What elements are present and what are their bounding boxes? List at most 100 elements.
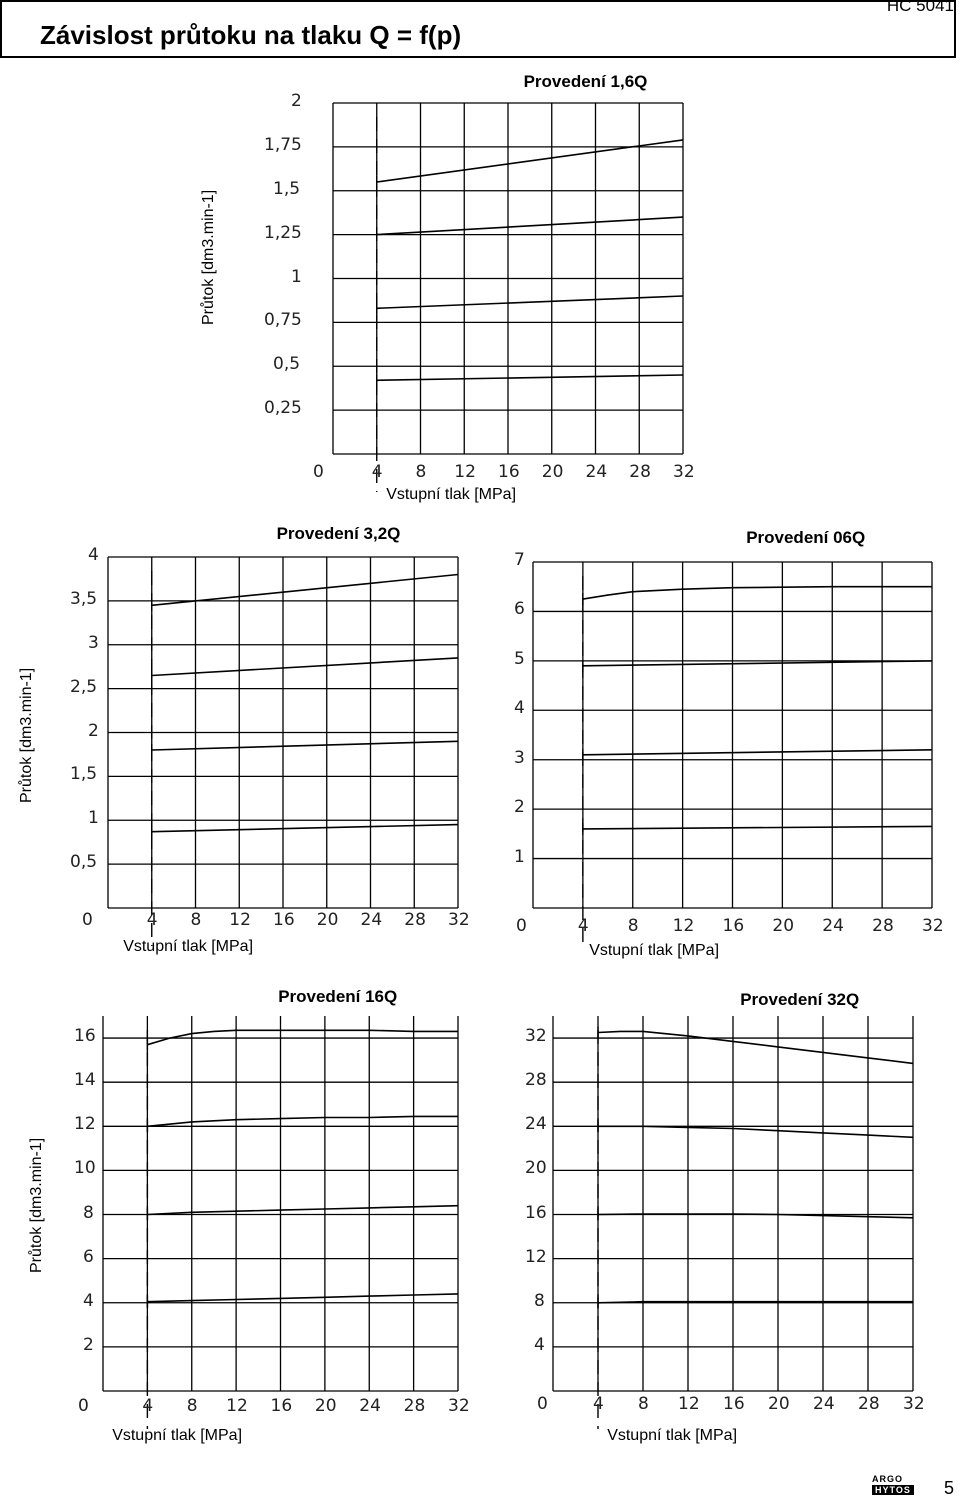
- chart-3-series-1: [582, 585, 932, 600]
- x-tick-label: 20: [768, 1394, 790, 1414]
- x-tick-label: 28: [872, 916, 894, 936]
- x-tick-label: 12: [678, 1394, 700, 1414]
- chart-2-grid: [107, 556, 459, 909]
- y-tick-label: 0,5: [273, 354, 301, 375]
- x-tick-label: 16: [273, 910, 295, 930]
- x-tick-label: 0: [82, 910, 93, 930]
- chart-4-series-3: [147, 1204, 459, 1216]
- y-tick-label: 12: [74, 1114, 96, 1135]
- x-tick-label: 24: [822, 916, 844, 936]
- y-tick-label: 1,5: [70, 764, 98, 785]
- y-tick-label: 6: [83, 1246, 94, 1267]
- y-tick-label: 16: [74, 1026, 96, 1047]
- x-tick-label: 8: [627, 916, 639, 936]
- y-tick-label: 2: [291, 91, 302, 111]
- chart-1-series-1: [376, 139, 684, 183]
- chart-1-y-axis-label: Průtok [dm3.min-1]: [200, 189, 217, 325]
- y-tick-label: 6: [514, 599, 525, 620]
- x-tick-label: 4: [142, 1396, 154, 1416]
- y-tick-label: 1,75: [264, 134, 302, 155]
- x-tick-label: 8: [415, 462, 427, 482]
- chart-2-series-1: [151, 573, 459, 607]
- x-tick-label: 28: [858, 1394, 880, 1414]
- x-tick-label: 28: [404, 910, 426, 930]
- y-tick-label: 24: [525, 1114, 547, 1135]
- chart-5-title: Provedení 32Q: [740, 990, 860, 1009]
- x-tick-label: 28: [629, 462, 651, 482]
- logo-text-bottom: HYTOS: [872, 1485, 914, 1495]
- x-tick-label: 0: [313, 462, 324, 482]
- x-tick-label: 20: [314, 1396, 337, 1416]
- title-box: Závislost průtoku na tlaku Q = f(p): [0, 0, 956, 58]
- chart-4-y-axis-label: Průtok [dm3.min-1]: [28, 1137, 45, 1273]
- x-tick-label: 32: [448, 910, 470, 930]
- x-tick-label: 0: [516, 916, 527, 936]
- y-tick-label: 16: [525, 1202, 547, 1223]
- chart-5-series-4: [597, 1300, 913, 1304]
- x-tick-label: 8: [190, 910, 202, 930]
- chart-1-series-4: [376, 374, 684, 382]
- chart-3-grid: [532, 561, 933, 909]
- y-tick-label: 2: [514, 797, 525, 818]
- y-tick-label: 2: [88, 720, 99, 741]
- x-tick-label: 24: [585, 462, 608, 482]
- x-tick-label: 8: [186, 1396, 198, 1416]
- x-tick-label: 20: [541, 462, 564, 482]
- x-tick-label: 12: [229, 910, 251, 930]
- chart-2-title: Provedení 3,2Q: [276, 524, 401, 543]
- chart-2-series-4: [151, 823, 459, 833]
- chart-1-x-axis-label: Vstupní tlak [MPa]: [386, 486, 517, 503]
- y-tick-label: 7: [514, 550, 525, 570]
- chart-1-series-3: [376, 295, 684, 310]
- x-tick-label: 16: [723, 1394, 745, 1414]
- chart-4-grid: [102, 1016, 459, 1392]
- x-tick-label: 32: [673, 462, 695, 482]
- chart-4-series-1: [147, 1029, 458, 1046]
- y-tick-label: 8: [534, 1290, 545, 1311]
- x-tick-label: 28: [403, 1396, 426, 1416]
- y-tick-label: 32: [525, 1026, 547, 1047]
- chart-3-title: Provedení 06Q: [746, 528, 866, 547]
- y-tick-label: 0,75: [264, 310, 302, 331]
- y-tick-label: 1,5: [273, 178, 301, 199]
- chart-5-x-axis-label: Vstupní tlak [MPa]: [607, 1427, 738, 1444]
- x-tick-label: 16: [270, 1396, 293, 1416]
- chart-3-series-2: [582, 660, 933, 667]
- chart-5-series-1: [597, 1030, 914, 1065]
- page-title: Závislost průtoku na tlaku Q = f(p): [40, 20, 462, 50]
- y-tick-label: 5: [514, 648, 525, 669]
- logo-text-top: ARGO: [872, 1474, 903, 1484]
- y-tick-label: 3: [514, 747, 525, 768]
- chart-5-grid: [552, 1016, 914, 1392]
- y-tick-label: 1: [88, 808, 99, 829]
- chart-1-grid: [332, 102, 684, 455]
- chart-4-x-axis-label: Vstupní tlak [MPa]: [112, 1427, 243, 1444]
- x-tick-label: 16: [722, 916, 745, 936]
- y-tick-label: 1: [291, 266, 302, 287]
- chart-4-series-2: [147, 1115, 458, 1128]
- chart-3-series-3: [582, 749, 933, 756]
- chart-2-x-axis-label: Vstupní tlak [MPa]: [123, 938, 254, 955]
- y-tick-label: 4: [514, 698, 525, 719]
- chart-4-title: Provedení 16Q: [278, 987, 398, 1006]
- x-tick-label: 0: [537, 1394, 548, 1414]
- chart-1-series-2: [376, 216, 684, 236]
- y-tick-label: 8: [83, 1202, 94, 1223]
- x-tick-label: 4: [371, 462, 383, 482]
- y-tick-label: 1: [514, 846, 525, 867]
- x-tick-label: 24: [359, 1396, 381, 1416]
- x-tick-label: 16: [498, 462, 520, 482]
- x-tick-label: 8: [638, 1394, 649, 1414]
- x-tick-label: 24: [813, 1394, 835, 1414]
- x-tick-label: 4: [146, 910, 158, 930]
- document-code: HC 5041: [886, 0, 954, 15]
- x-tick-label: 4: [577, 916, 589, 936]
- y-tick-label: 0,25: [264, 398, 302, 419]
- chart-2-y-axis-label: Průtok [dm3.min-1]: [18, 667, 35, 803]
- y-tick-label: 1,25: [264, 222, 302, 243]
- chart-3-x-axis-label: Vstupní tlak [MPa]: [589, 942, 720, 959]
- y-tick-label: 2,5: [70, 676, 98, 697]
- chart-4-series-4: [147, 1293, 459, 1303]
- x-tick-label: 32: [448, 1396, 470, 1416]
